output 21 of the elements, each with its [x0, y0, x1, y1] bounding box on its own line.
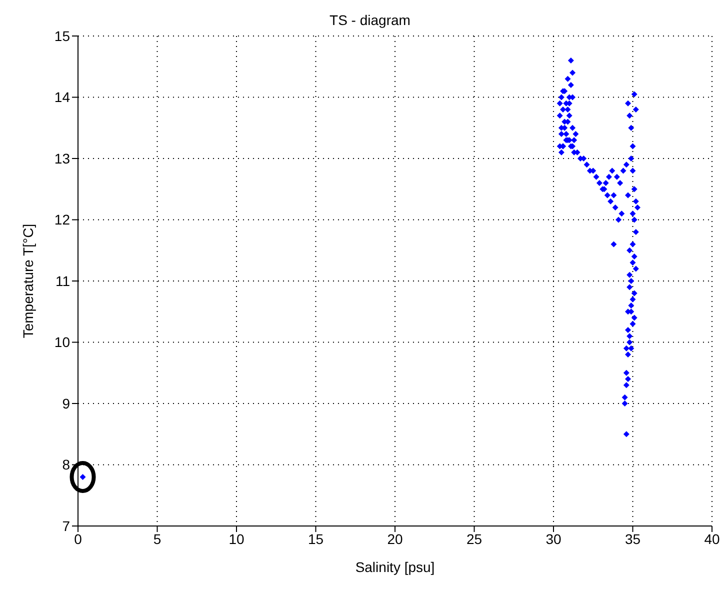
- x-tick-label: 10: [228, 530, 244, 547]
- x-axis-title: Salinity [psu]: [355, 559, 435, 575]
- x-tick-label: 5: [153, 530, 162, 547]
- chart-title: TS - diagram: [328, 12, 412, 28]
- y-tick-label: 14: [54, 89, 70, 106]
- y-axis-title: Temperature T[°C]: [20, 224, 36, 338]
- x-tick-label: 0: [74, 530, 82, 547]
- x-tick-label: 35: [624, 530, 641, 547]
- y-tick-label: 10: [54, 334, 70, 350]
- y-tick-label: 13: [54, 150, 70, 166]
- x-tick-label: 40: [704, 530, 720, 547]
- y-tick-label: 15: [54, 28, 70, 44]
- y-tick-label: 12: [54, 212, 70, 228]
- x-tick-label: 20: [387, 530, 403, 547]
- y-tick-label: 8: [62, 456, 70, 473]
- x-tick-label: 25: [466, 530, 482, 547]
- x-tick-label: 15: [308, 530, 324, 547]
- y-tick-label: 9: [62, 395, 70, 412]
- y-tick-label: 7: [62, 518, 70, 534]
- y-tick-label: 11: [55, 272, 70, 289]
- x-tick-label: 30: [546, 530, 562, 547]
